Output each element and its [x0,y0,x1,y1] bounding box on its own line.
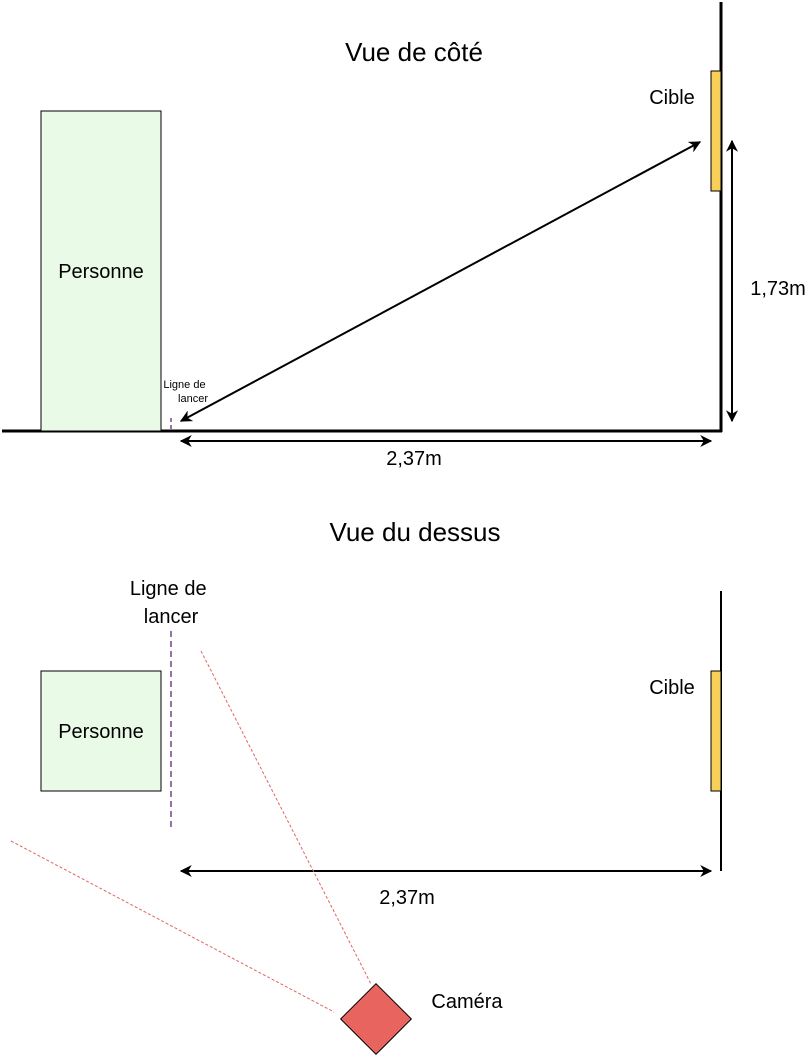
top-target [710,670,722,792]
side-target-label: Cible [649,87,695,109]
top-target-label: Cible [649,677,695,699]
side-throw-line-label: Ligne de lancer [163,379,208,405]
side-view: Vue de côté Personne Ligne de lancer Cib… [2,2,806,470]
top-person-label: Personne [58,721,144,743]
top-throw-line-label: Ligne de lancer [130,578,212,628]
side-height-label: 1,73m [750,278,806,300]
camera-view-line-left [10,840,335,1013]
top-view-title: Vue du dessus [329,517,500,547]
top-person-box [40,670,162,792]
camera-icon [339,982,413,1056]
camera-view-line-right [200,650,372,985]
side-distance-label: 2,37m [386,448,442,470]
camera-label: Caméra [431,991,503,1013]
side-target [710,70,722,192]
side-person-label: Personne [58,261,144,283]
top-view: Vue du dessus Ligne de lancer Personne C… [10,517,722,1056]
side-trajectory-arrow [179,141,702,422]
top-distance-label: 2,37m [379,887,435,909]
side-view-title: Vue de côté [345,37,483,67]
side-person-box [40,110,162,432]
